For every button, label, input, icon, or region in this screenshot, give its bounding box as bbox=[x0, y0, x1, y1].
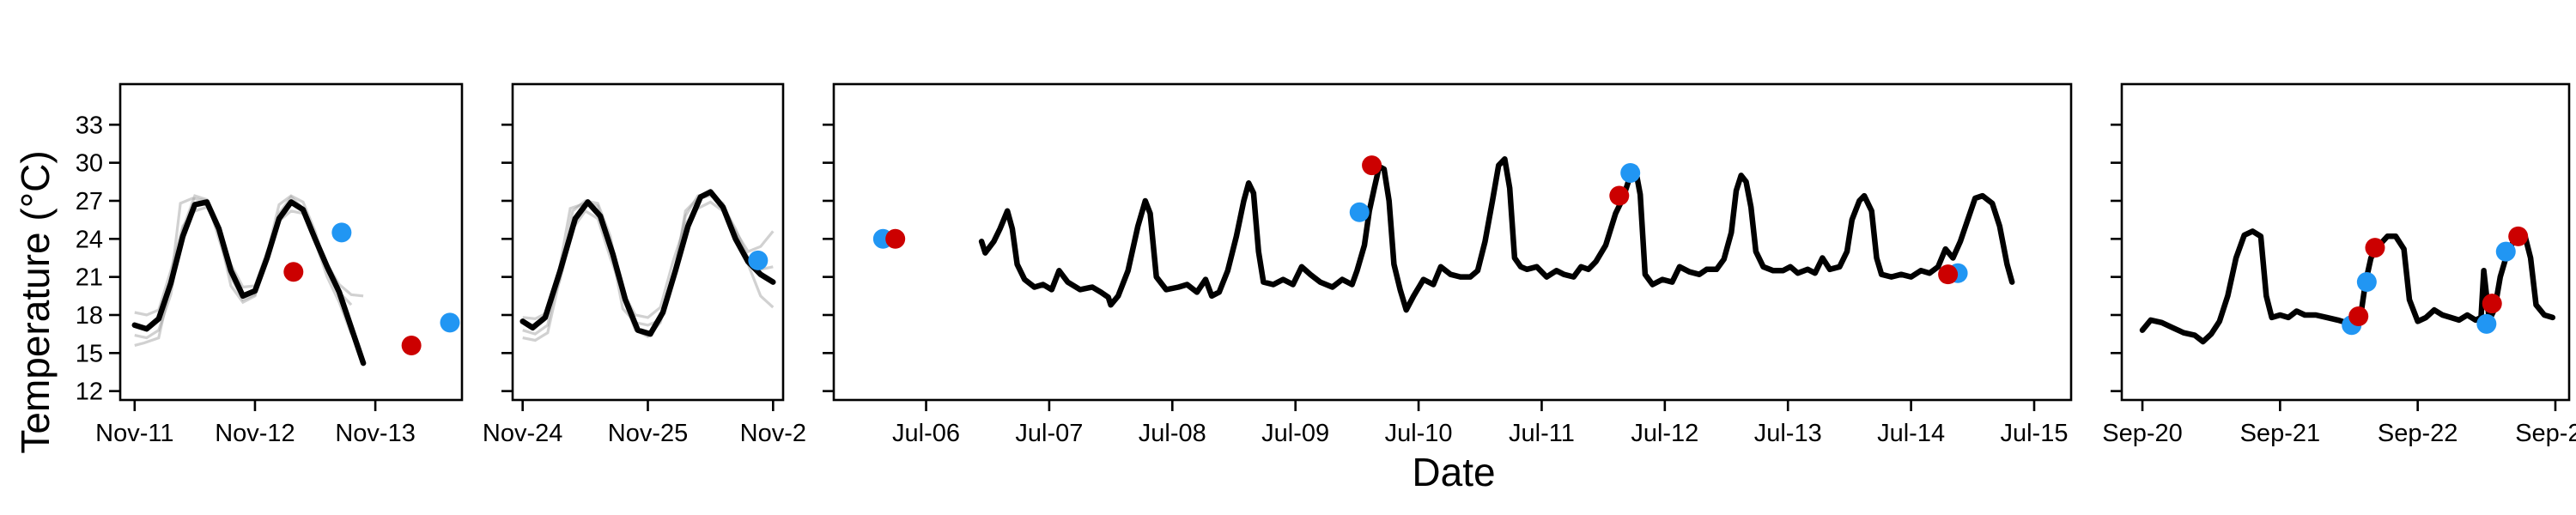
x-tick-label: Jul-10 bbox=[1385, 420, 1453, 447]
x-tick-label: Sep-23 bbox=[2515, 420, 2576, 447]
red-point bbox=[2482, 294, 2502, 314]
red-point bbox=[1609, 185, 1630, 206]
y-tick-label: 27 bbox=[76, 188, 103, 215]
x-tick-label: Jul-11 bbox=[1509, 420, 1575, 447]
panel-2: Nov-24 Nov-25 Nov-2 bbox=[483, 82, 806, 447]
x-tick-label: Jul-07 bbox=[1015, 420, 1083, 447]
x-tick-label: Nov-2 bbox=[740, 420, 806, 447]
y-tick-label: 18 bbox=[76, 302, 103, 330]
panel-frame bbox=[118, 82, 464, 402]
red-point bbox=[2365, 238, 2385, 258]
x-tick-label: Sep-21 bbox=[2240, 420, 2321, 447]
blue-point bbox=[2476, 313, 2497, 334]
y-tick-label: 24 bbox=[76, 226, 103, 253]
panel-1: 12 15 18 21 24 27 30 33 Nov-11 Nov-12 Nov-13 bbox=[76, 82, 464, 447]
red-point bbox=[283, 262, 304, 282]
x-tick-label: Jul-13 bbox=[1754, 420, 1822, 447]
x-tick-label: Jul-14 bbox=[1877, 420, 1945, 447]
plot-panels: 12 15 18 21 24 27 30 33 Nov-11 Nov-12 Nov-13 Nov-24… bbox=[76, 82, 2576, 447]
x-tick-label: Jul-09 bbox=[1261, 420, 1329, 447]
x-tick-label: Jul-15 bbox=[2000, 420, 2068, 447]
red-point bbox=[2508, 226, 2529, 246]
x-tick-label: Jul-12 bbox=[1631, 420, 1698, 447]
red-point bbox=[885, 228, 906, 249]
panel-frame bbox=[832, 82, 2073, 402]
panel-frame bbox=[2120, 82, 2571, 402]
blue-point bbox=[331, 222, 352, 243]
observed-trace bbox=[134, 194, 353, 347]
x-axis-title: Date bbox=[1412, 450, 1495, 494]
observed-trace bbox=[134, 194, 353, 340]
red-point bbox=[1362, 155, 1382, 176]
x-tick-label: Nov-12 bbox=[215, 420, 295, 447]
x-tick-label: Nov-25 bbox=[608, 420, 689, 447]
x-tick-label: Jul-06 bbox=[892, 420, 960, 447]
panel-4: Sep-20 Sep-21 Sep-22 Sep-23 bbox=[2102, 82, 2576, 447]
blue-point bbox=[1349, 202, 1370, 222]
red-point bbox=[2348, 306, 2369, 326]
blue-point bbox=[748, 250, 769, 270]
red-point bbox=[401, 335, 422, 355]
temperature-line bbox=[978, 155, 2015, 313]
temperature-line bbox=[519, 189, 776, 337]
blue-point bbox=[2356, 272, 2377, 293]
y-tick-label: 12 bbox=[76, 379, 103, 406]
x-tick-label: Jul-08 bbox=[1139, 420, 1206, 447]
blue-point bbox=[1620, 162, 1641, 183]
y-tick-label: 30 bbox=[76, 150, 103, 178]
red-point bbox=[1938, 264, 1959, 285]
y-tick-label: 15 bbox=[76, 340, 103, 367]
y-tick-label: 33 bbox=[76, 112, 103, 139]
x-tick-label: Nov-13 bbox=[335, 420, 416, 447]
temperature-line bbox=[131, 199, 367, 367]
x-tick-label: Nov-24 bbox=[483, 420, 563, 447]
x-tick-label: Nov-11 bbox=[95, 420, 173, 447]
blue-point bbox=[2495, 241, 2516, 262]
y-tick-label: 21 bbox=[76, 264, 103, 292]
x-tick-label: Sep-20 bbox=[2102, 420, 2183, 447]
blue-point bbox=[440, 312, 460, 333]
y-axis-title: Temperature (°C) bbox=[13, 150, 58, 453]
panel-3: Jul-06 Jul-07 Jul-08 Jul-09 Jul-10 Jul-11 Jul-… bbox=[823, 82, 2073, 447]
x-tick-label: Sep-22 bbox=[2378, 420, 2458, 447]
